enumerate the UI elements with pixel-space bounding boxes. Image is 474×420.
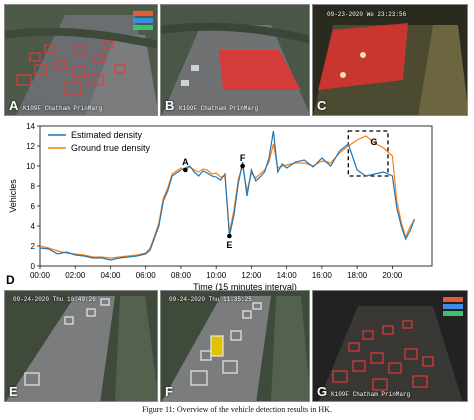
y-tick-label: 4 [31,222,36,231]
density-chart: 0 2 4 6 8 10 12 14 00:00 02:00 04:00 06:00 08:00 10:0… [0,118,474,294]
annotation-label-g: G [370,137,377,147]
chart-axes: 0 2 4 6 8 10 12 14 00:00 02:00 04:00 06:00 08:00 10:0… [26,122,433,280]
chart-legend: Estimated density Ground true density [48,130,151,153]
plot-frame [39,125,433,267]
panel-a-scene [5,5,157,115]
annotation-label-a: A [182,157,189,167]
panel-f-photo: 09-24-2020 Thu 11:35:25 F [160,290,310,402]
x-tick-label: 02:00 [65,271,86,280]
panel-d-letter: D [6,273,15,287]
x-tick-label: 18:00 [347,271,368,280]
x-tick-label: 10:00 [206,271,227,280]
panel-c-photo: 09-23-2020 We 23:23:56 C [312,4,468,116]
legend-label: Estimated density [71,130,143,140]
panel-g-scene [313,291,467,401]
series-line-estimated [39,130,415,261]
x-tick-label: 16:00 [312,271,333,280]
panel-c-timestamp: 09-23-2020 We 23:23:56 [327,11,407,18]
annotation-marker-f [240,163,245,169]
panel-a-footer: K109F Chatham PrinMarg [23,105,103,112]
y-tick-label: 10 [26,162,35,171]
legend-label: Ground true density [71,143,151,153]
annotation-label-e: E [226,240,232,250]
panel-c-scene [313,5,467,115]
panel-g-letter: G [317,384,328,399]
panel-b-footer: K109F Chatham PrinMarg [179,105,259,112]
chart-annotations: A E F G [182,137,377,250]
panel-f-timestamp: 09-24-2020 Thu 11:35:25 [169,296,252,303]
x-axis-label: Time (15 minutes interval) [193,282,297,292]
panel-a-photo: A K109F Chatham PrinMarg [4,4,158,116]
panel-e-photo: 09-24-2020 Thu 10:49:26 E [4,290,158,402]
x-tick-label: 08:00 [171,271,192,280]
y-tick-label: 14 [26,122,35,131]
y-tick-label: 2 [31,242,36,251]
panel-f-letter: F [165,384,173,399]
x-tick-label: 14:00 [277,271,298,280]
y-tick-label: 8 [31,182,36,191]
annotation-marker-a [183,167,188,173]
y-tick-label: 6 [31,202,36,211]
y-tick-label: 0 [31,262,36,271]
panel-e-letter: E [9,384,18,399]
panel-g-photo: G K109F Chatham PrinMarg [312,290,468,402]
density-chart-svg: 0 2 4 6 8 10 12 14 00:00 02:00 04:00 06:00 08:00 10:0… [6,122,433,292]
panel-f-scene [161,291,309,401]
x-tick-label: 06:00 [136,271,157,280]
y-axis-label: Vehicles [8,179,18,213]
figure-caption: Figure 11: Overview of the vehicle detec… [142,405,332,414]
annotation-label-f: F [240,153,246,163]
panel-b-scene [161,5,309,115]
panel-b-letter: B [165,98,175,113]
panel-g-footer: K109F Chatham PrinMarg [331,391,411,398]
panel-e-timestamp: 09-24-2020 Thu 10:49:26 [13,296,96,303]
annotation-marker-e [227,233,232,239]
chart-series [39,130,415,261]
x-tick-label: 12:00 [241,271,262,280]
x-tick-label: 20:00 [382,271,403,280]
panel-b-photo: B K109F Chatham PrinMarg [160,4,310,116]
x-tick-label: 00:00 [30,271,51,280]
panel-c-letter: C [317,98,327,113]
x-tick-label: 04:00 [100,271,121,280]
panel-e-scene [5,291,157,401]
y-tick-label: 12 [26,142,35,151]
panel-a-letter: A [9,98,19,113]
